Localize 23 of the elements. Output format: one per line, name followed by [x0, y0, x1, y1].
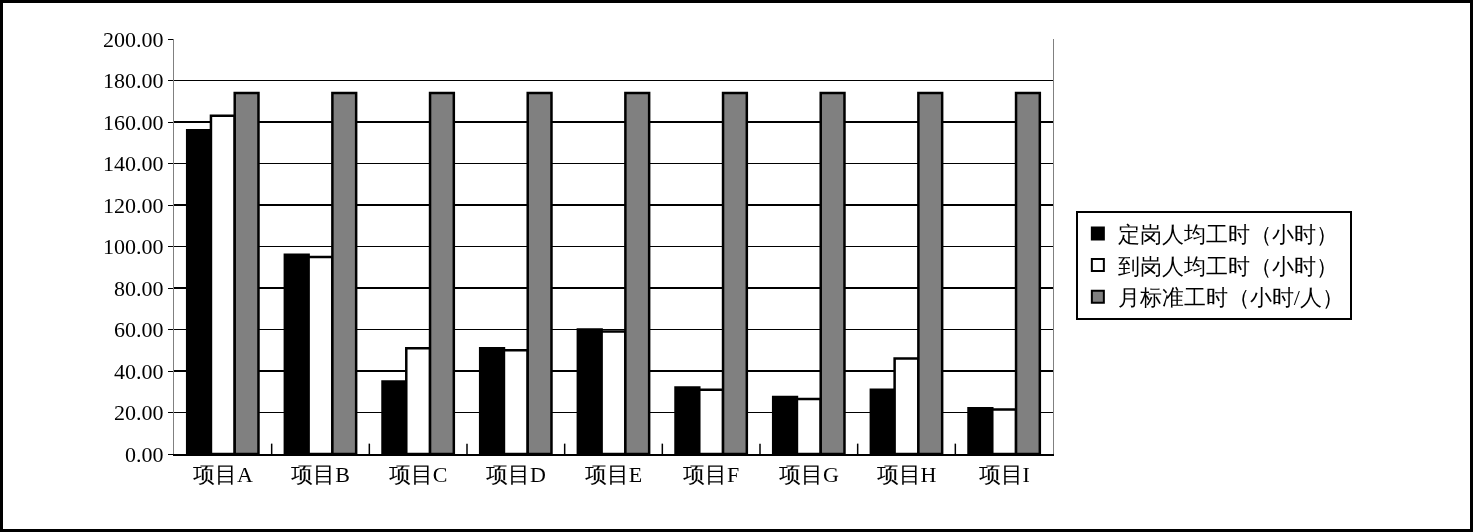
y-tick-label: 180.00 — [103, 68, 164, 94]
legend-label: 到岗人均工时（小时） — [1117, 253, 1338, 279]
x-tick-label: 项目A — [192, 461, 253, 487]
x-tick-label: 项目E — [584, 461, 643, 487]
legend-label: 定岗人均工时（小时） — [1117, 222, 1338, 248]
y-tick-label: 20.00 — [114, 400, 164, 426]
x-tick-label: 项目H — [876, 461, 937, 487]
y-tick-label: 160.00 — [103, 109, 164, 135]
legend-label: 月标准工时（小时/人） — [1117, 285, 1344, 311]
y-tick-label: 200.00 — [103, 26, 164, 52]
y-tick-label: 120.00 — [103, 192, 164, 218]
x-tick-label: 项目I — [978, 461, 1030, 487]
x-tick-label: 项目C — [388, 461, 448, 487]
y-tick-label: 40.00 — [114, 358, 164, 384]
y-tick-label: 80.00 — [114, 275, 164, 301]
x-tick-label: 项目G — [778, 461, 839, 487]
x-tick-label: 项目F — [683, 461, 740, 487]
y-tick-label: 100.00 — [103, 234, 164, 260]
x-tick-label: 项目D — [485, 461, 546, 487]
y-tick-label: 140.00 — [103, 151, 164, 177]
x-tick-label: 项目B — [291, 461, 350, 487]
y-tick-label: 60.00 — [114, 317, 164, 343]
y-tick-label: 0.00 — [125, 441, 164, 467]
